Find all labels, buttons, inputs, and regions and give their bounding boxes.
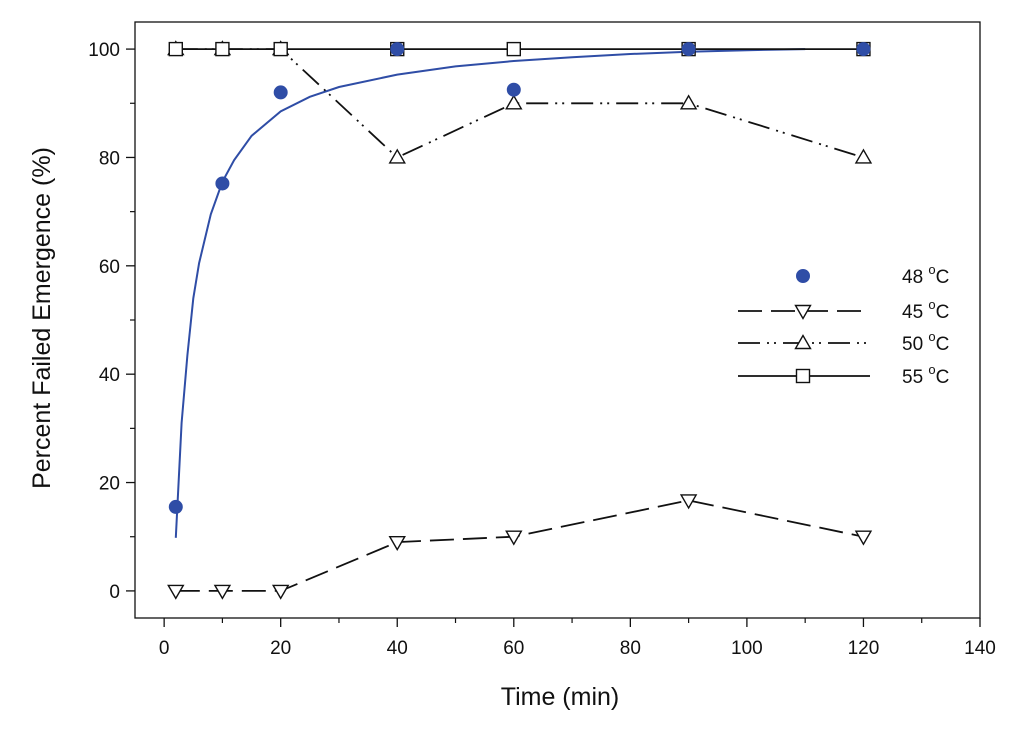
- legend-label-45: 45 oC: [902, 297, 949, 323]
- marker-45-120: [854, 530, 873, 546]
- x-tick-label: 20: [270, 638, 291, 659]
- x-tick-label: 40: [387, 638, 408, 659]
- series-line-45: [175, 499, 864, 592]
- marker-45-10: [213, 584, 232, 600]
- marker-50-120: [854, 148, 873, 164]
- y-tick-label: 100: [88, 40, 120, 61]
- legend-marker-48: [796, 269, 810, 283]
- legend-marker-55: [795, 368, 811, 384]
- marker-55-20: [273, 41, 288, 57]
- x-tick-label: 60: [503, 638, 524, 659]
- x-tick-label: 0: [159, 638, 170, 659]
- marker-50-60: [505, 94, 523, 110]
- x-tick-label: 100: [731, 638, 763, 659]
- legend-label-55: 55 oC: [902, 362, 949, 388]
- y-tick-label: 60: [99, 257, 120, 278]
- marker-55-2: [168, 41, 183, 57]
- legend-label-50: 50 oC: [902, 329, 949, 355]
- series-line-50: [175, 48, 864, 159]
- y-tick-label: 0: [109, 582, 120, 603]
- legend: 48 oC 45 oC 50 oC 55 oC: [738, 262, 949, 388]
- marker-45-90: [679, 494, 698, 510]
- y-tick-label: 20: [99, 474, 120, 495]
- marker-48-60: [506, 82, 521, 97]
- marker-48-120: [856, 42, 871, 57]
- y-tick-label: 40: [99, 365, 120, 386]
- legend-marker-45: [794, 304, 812, 320]
- marker-48-40: [390, 42, 405, 57]
- fit-curve-48: [174, 48, 806, 538]
- axis-ticks-layer: 0 20 40 60 80 100 120 140 0 20 40 60 80 100: [88, 40, 996, 659]
- x-axis-title: Time (min): [501, 683, 620, 711]
- legend-marker-50: [794, 334, 812, 350]
- marker-48-2: [168, 499, 183, 514]
- marker-48-20: [273, 85, 288, 100]
- x-tick-label: 140: [964, 638, 996, 659]
- y-tick-label: 80: [99, 148, 120, 169]
- marker-55-60: [506, 41, 521, 57]
- plot-area-frame: [134, 21, 981, 619]
- marker-48-10: [215, 176, 230, 191]
- marker-50-40: [388, 148, 406, 164]
- series-lines-layer: [175, 48, 864, 592]
- marker-45-60: [505, 530, 523, 546]
- x-tick-label: 120: [848, 638, 880, 659]
- y-axis-title: Percent Failed Emergence (%): [28, 147, 56, 489]
- x-tick-label: 80: [620, 638, 641, 659]
- marker-50-90: [679, 94, 698, 110]
- series-markers-layer: [167, 40, 873, 600]
- marker-55-10: [215, 41, 230, 57]
- fit-curve-layer: [174, 48, 806, 538]
- marker-45-40: [388, 535, 406, 552]
- marker-45-20: [271, 584, 290, 600]
- legend-label-48: 48 oC: [902, 262, 949, 288]
- marker-48-90: [681, 42, 696, 57]
- marker-45-2: [167, 584, 185, 600]
